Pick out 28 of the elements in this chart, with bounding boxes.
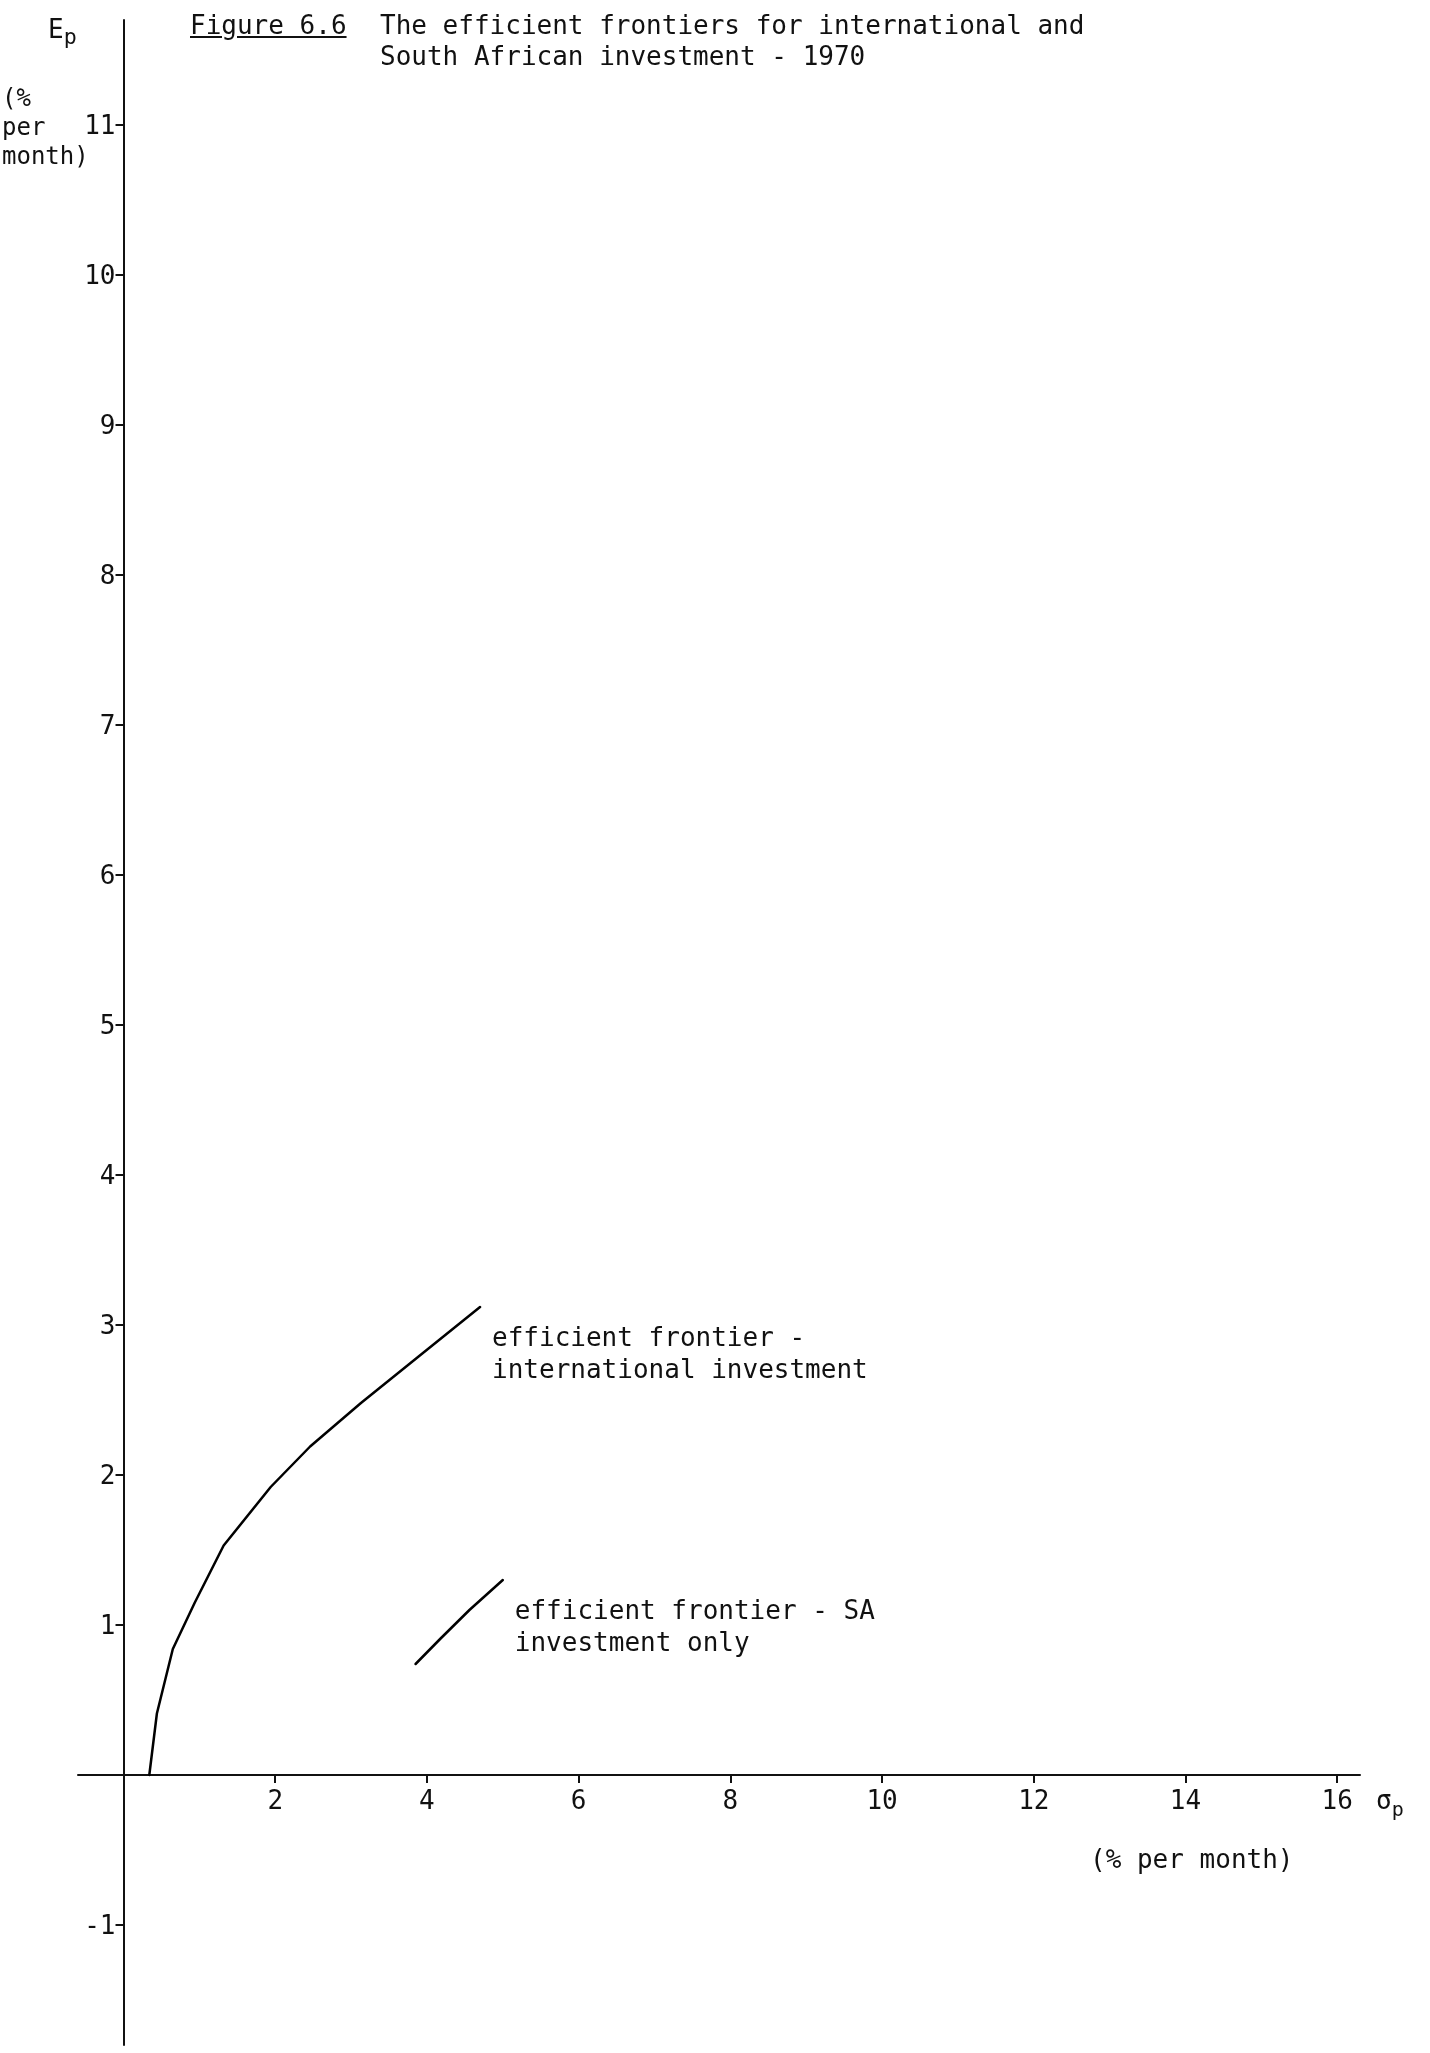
line-series: [148, 1305, 482, 1777]
x-tick-label: 10: [866, 1785, 898, 1815]
x-tick-label: 6: [570, 1785, 587, 1815]
y-tick-label: 8: [99, 560, 116, 590]
line-series: [414, 1578, 505, 1666]
y-tick-label: -1: [84, 1910, 116, 1940]
x-tick-label: 4: [419, 1785, 435, 1815]
y-tick-label: 6: [99, 860, 116, 890]
annotation: (% per month): [1090, 1844, 1294, 1876]
x-tick-label: 2: [267, 1785, 284, 1815]
chart-title: Figure 6.6: [190, 10, 347, 42]
y-tick-label: 10: [84, 260, 116, 290]
y-tick-label: 5: [99, 1010, 116, 1040]
y-tick-label: 7: [99, 710, 116, 740]
x-tick-label: 8: [722, 1785, 739, 1815]
x-tick-label: 16: [1321, 1785, 1353, 1815]
y-axis-title: E$_{p}$: [48, 14, 77, 51]
y-tick-label: 9: [99, 410, 116, 440]
series-label: efficient frontier - SA investment only: [514, 1595, 891, 1657]
chart-subtitle: The efficient frontiers for international and South African investment - 1970: [380, 10, 1086, 73]
x-tick-label: 12: [1018, 1785, 1050, 1815]
y-tick-label: 11: [84, 110, 116, 140]
y-tick-label: 2: [99, 1460, 116, 1490]
y-tick-label: 4: [99, 1160, 116, 1190]
x-tick-label: 14: [1169, 1785, 1202, 1815]
y-tick-label: 3: [99, 1310, 116, 1340]
series-label: efficient frontier - international investment: [492, 1322, 868, 1384]
y-tick-label: 1: [99, 1610, 116, 1640]
